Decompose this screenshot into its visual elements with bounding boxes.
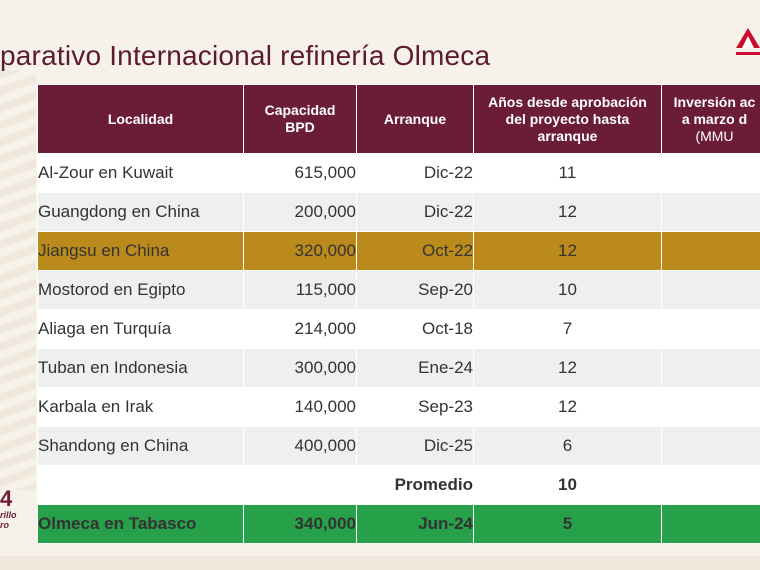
cell-empty	[243, 465, 357, 505]
bottom-decorative-bar	[0, 556, 760, 570]
header-localidad: Localidad	[37, 84, 244, 154]
header-arranque: Arranque	[356, 84, 474, 154]
cell-inversion	[661, 192, 760, 232]
cell-arranque: Sep-23	[356, 387, 474, 427]
cell-localidad: Guangdong en China	[37, 192, 244, 232]
cell-inversion	[661, 153, 760, 193]
cell-arranque: Dic-22	[356, 153, 474, 193]
page-title: parativo Internacional refinería Olmeca	[0, 40, 491, 71]
olmeca-row: Olmeca en Tabasco 340,000 Jun-24 5	[37, 504, 760, 544]
cell-localidad: Aliaga en Turquía	[37, 309, 244, 349]
table-row: Guangdong en China 200,000 Dic-22 12	[37, 192, 760, 232]
cell-anios: 5	[473, 504, 662, 544]
average-value: 10	[473, 465, 662, 505]
cell-capacidad: 320,000	[243, 231, 357, 271]
cell-anios: 11	[473, 153, 662, 193]
table-row: Al-Zour en Kuwait 615,000 Dic-22 11	[37, 153, 760, 193]
cell-anios: 12	[473, 231, 662, 271]
cell-arranque: Dic-22	[356, 192, 474, 232]
cell-localidad: Mostorod en Egipto	[37, 270, 244, 310]
table-row: Mostorod en Egipto 115,000 Sep-20 10	[37, 270, 760, 310]
cell-anios: 12	[473, 192, 662, 232]
cell-capacidad: 200,000	[243, 192, 357, 232]
header-capacidad: Capacidad BPD	[243, 84, 357, 154]
cell-capacidad: 400,000	[243, 426, 357, 466]
cell-inversion	[661, 270, 760, 310]
cell-localidad: Al-Zour en Kuwait	[37, 153, 244, 193]
cell-inversion	[661, 231, 760, 271]
average-row: Promedio 10	[37, 465, 760, 505]
cell-anios: 10	[473, 270, 662, 310]
cell-capacidad: 340,000	[243, 504, 357, 544]
cell-localidad: Olmeca en Tabasco	[37, 504, 244, 544]
table-row: Karbala en Irak 140,000 Sep-23 12	[37, 387, 760, 427]
cell-arranque: Jun-24	[356, 504, 474, 544]
cell-anios: 12	[473, 348, 662, 388]
pemex-logo-icon	[736, 28, 760, 55]
cell-arranque: Ene-24	[356, 348, 474, 388]
cell-arranque: Sep-20	[356, 270, 474, 310]
table-header-row: Localidad Capacidad BPD Arranque Años de…	[37, 84, 760, 154]
cell-empty	[661, 465, 760, 505]
cell-capacidad: 115,000	[243, 270, 357, 310]
header-inversion: Inversión ac a marzo d (MMU	[661, 84, 760, 154]
cell-empty	[37, 465, 244, 505]
cell-arranque: Oct-22	[356, 231, 474, 271]
cell-anios: 12	[473, 387, 662, 427]
cell-anios: 6	[473, 426, 662, 466]
cell-anios: 7	[473, 309, 662, 349]
cell-inversion	[661, 504, 760, 544]
table-row: Tuban en Indonesia 300,000 Ene-24 12	[37, 348, 760, 388]
cell-inversion	[661, 309, 760, 349]
cell-arranque: Dic-25	[356, 426, 474, 466]
cell-inversion	[661, 387, 760, 427]
cell-localidad: Jiangsu en China	[37, 231, 244, 271]
cell-capacidad: 214,000	[243, 309, 357, 349]
cell-capacidad: 140,000	[243, 387, 357, 427]
cell-localidad: Shandong en China	[37, 426, 244, 466]
table-row-highlighted: Jiangsu en China 320,000 Oct-22 12	[37, 231, 760, 271]
table-row: Aliaga en Turquía 214,000 Oct-18 7	[37, 309, 760, 349]
average-label: Promedio	[356, 465, 474, 505]
government-logo: 4 rillo ro	[0, 486, 17, 531]
table-row: Shandong en China 400,000 Dic-25 6	[37, 426, 760, 466]
decorative-side-pattern	[0, 70, 36, 490]
comparison-table: Localidad Capacidad BPD Arranque Años de…	[37, 84, 760, 544]
cell-localidad: Karbala en Irak	[37, 387, 244, 427]
cell-inversion	[661, 348, 760, 388]
cell-capacidad: 615,000	[243, 153, 357, 193]
cell-capacidad: 300,000	[243, 348, 357, 388]
cell-inversion	[661, 426, 760, 466]
cell-arranque: Oct-18	[356, 309, 474, 349]
header-anios: Años desde aprobación del proyecto hasta…	[473, 84, 662, 154]
cell-localidad: Tuban en Indonesia	[37, 348, 244, 388]
